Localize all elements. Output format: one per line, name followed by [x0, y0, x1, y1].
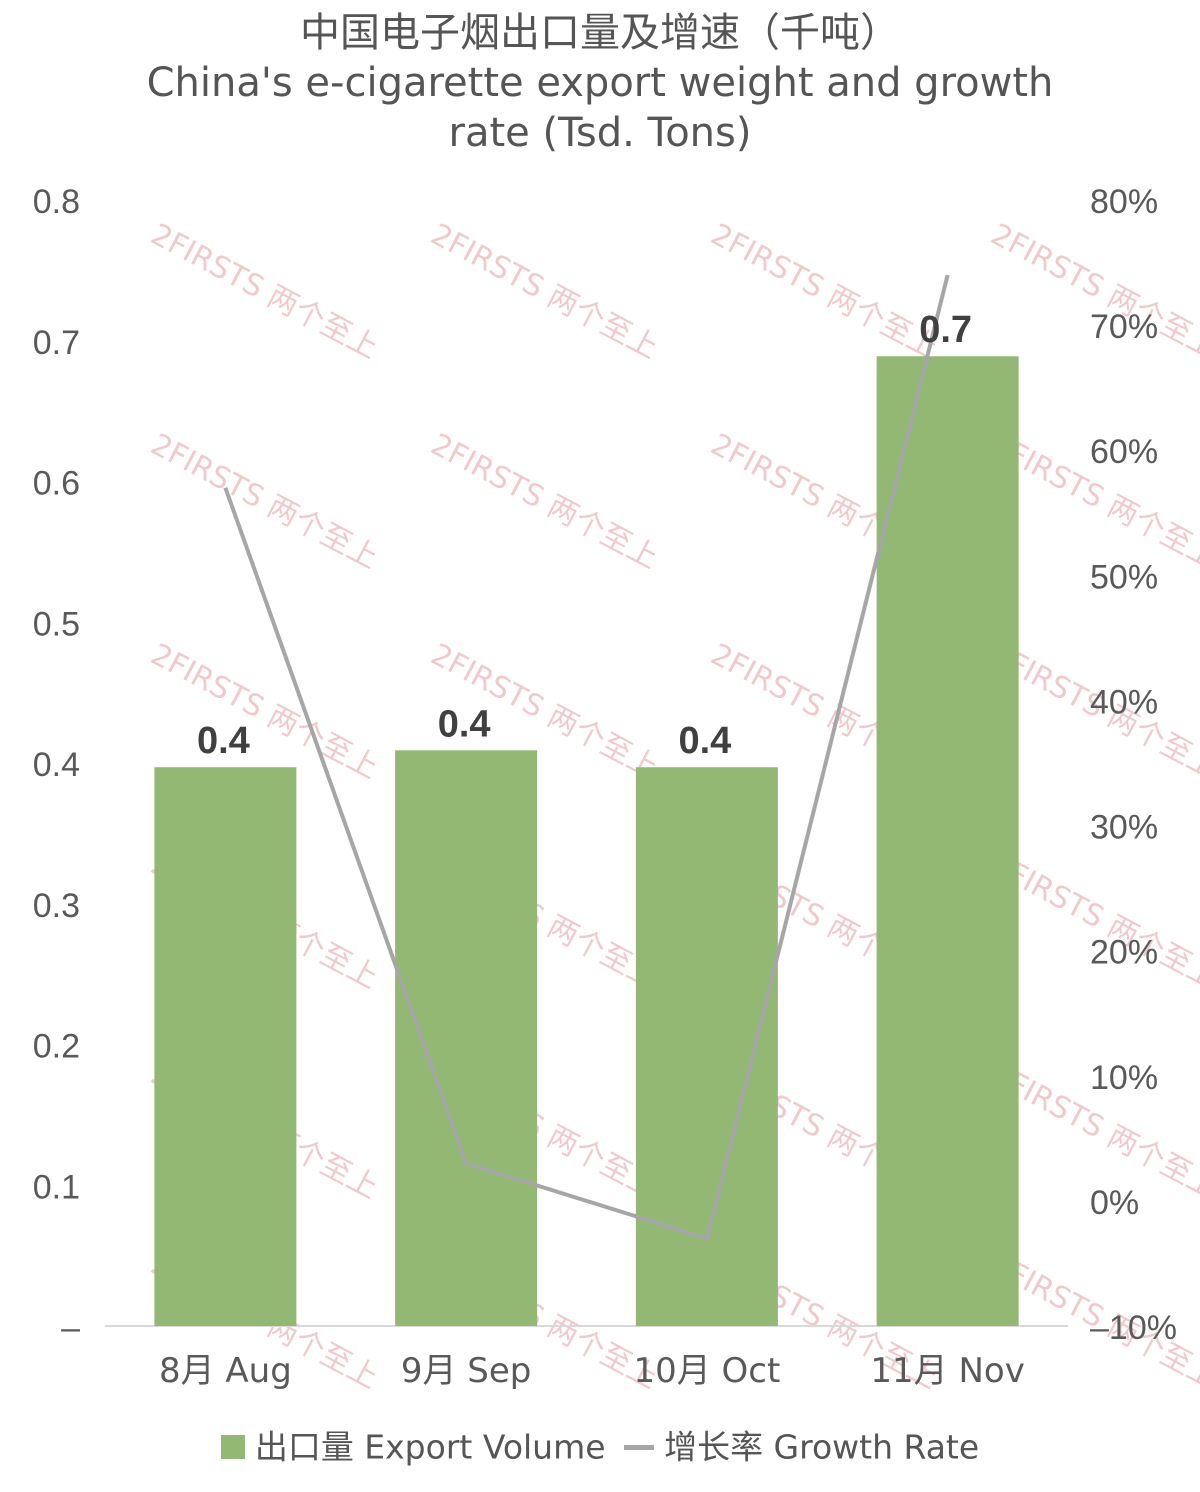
y-left-tick-3: 0.3: [33, 887, 80, 925]
y-left-tick-7: 0.7: [33, 324, 80, 362]
y-right-tick-9: 80%: [1090, 183, 1158, 221]
y-left-tick-8: 0.8: [33, 183, 80, 221]
legend-swatch-bar: [220, 1435, 245, 1460]
bar-data-label-2: 0.4: [678, 720, 731, 762]
y-right-tick-4: 30%: [1090, 809, 1158, 847]
x-tick-0: 8月 Aug: [159, 1351, 292, 1391]
labels-layer: 0.4 0.4 0.4 0.7: [197, 309, 972, 762]
y-left-tick-4: 0.4: [33, 746, 80, 784]
y-left-tick-6: 0.6: [33, 465, 80, 503]
x-tick-3: 11月 Nov: [870, 1351, 1024, 1391]
y-left-tick-1: 0.1: [33, 1168, 80, 1206]
legend-item-growth-rate: 增长率 Growth Rate: [624, 1423, 979, 1471]
line-layer: [223, 274, 950, 1241]
watermark-0: 2FIRSTS 两个至上: [145, 217, 384, 366]
legend-swatch-line: [624, 1444, 655, 1450]
watermark-1: 2FIRSTS 两个至上: [425, 217, 664, 366]
chart-title-en-line2: rate (Tsd. Tons): [448, 110, 752, 156]
legend-item-export-volume: 出口量 Export Volume: [220, 1423, 606, 1471]
watermark-2: 2FIRSTS 两个至上: [705, 217, 944, 366]
x-tick-2: 10月 Oct: [633, 1351, 780, 1391]
y-left-tick-5: 0.5: [33, 605, 80, 643]
y-right-tick-8: 70%: [1090, 308, 1158, 346]
bar-data-label-1: 0.4: [438, 703, 491, 745]
y-left-axis: – 0.1 0.2 0.3 0.4 0.5 0.6 0.7 0.8: [33, 183, 80, 1347]
legend-label-export-volume: 出口量 Export Volume: [254, 1427, 606, 1467]
y-right-tick-1: 0%: [1090, 1184, 1139, 1222]
x-axis: 8月 Aug 9月 Sep 10月 Oct 11月 Nov: [159, 1351, 1025, 1391]
chart-title-cn: 中国电子烟出口量及增速（千吨）: [300, 10, 900, 56]
bar-1: [395, 750, 538, 1326]
chart-title-en-line1: China's e-cigarette export weight and gr…: [146, 60, 1054, 106]
bars-layer: [154, 356, 1019, 1326]
y-right-tick-2: 10%: [1090, 1059, 1158, 1097]
y-right-tick-6: 50%: [1090, 558, 1158, 596]
y-right-tick-3: 20%: [1090, 934, 1158, 972]
y-right-tick-0: –10%: [1090, 1309, 1177, 1347]
y-left-tick-0: –: [61, 1309, 80, 1347]
chart-title: 中国电子烟出口量及增速（千吨） China's e-cigarette expo…: [0, 8, 1200, 158]
bar-data-label-3: 0.7: [919, 309, 972, 351]
y-right-tick-7: 60%: [1090, 433, 1158, 471]
bar-data-label-0: 0.4: [197, 720, 250, 762]
x-tick-1: 9月 Sep: [401, 1351, 532, 1391]
y-right-axis: –10% 0% 10% 20% 30% 40% 50% 60% 70% 80%: [1090, 183, 1177, 1347]
watermark-8: 2FIRSTS 两个至上: [145, 637, 384, 786]
bar-0: [154, 767, 297, 1326]
y-right-tick-5: 40%: [1090, 683, 1158, 721]
watermark-5: 2FIRSTS 两个至上: [425, 427, 664, 576]
y-left-tick-2: 0.2: [33, 1028, 80, 1066]
chart-plot: 2FIRSTS 两个至上 2FIRSTS 两个至上 2FIRSTS 两个至上 2FIR…: [33, 183, 1200, 1396]
watermark-4: 2FIRSTS 两个至上: [145, 427, 384, 576]
bar-3: [876, 356, 1019, 1326]
growth-rate-line: [223, 274, 950, 1241]
legend: 出口量 Export Volume 增长率 Growth Rate: [0, 1422, 1200, 1470]
legend-label-growth-rate: 增长率 Growth Rate: [664, 1427, 980, 1467]
